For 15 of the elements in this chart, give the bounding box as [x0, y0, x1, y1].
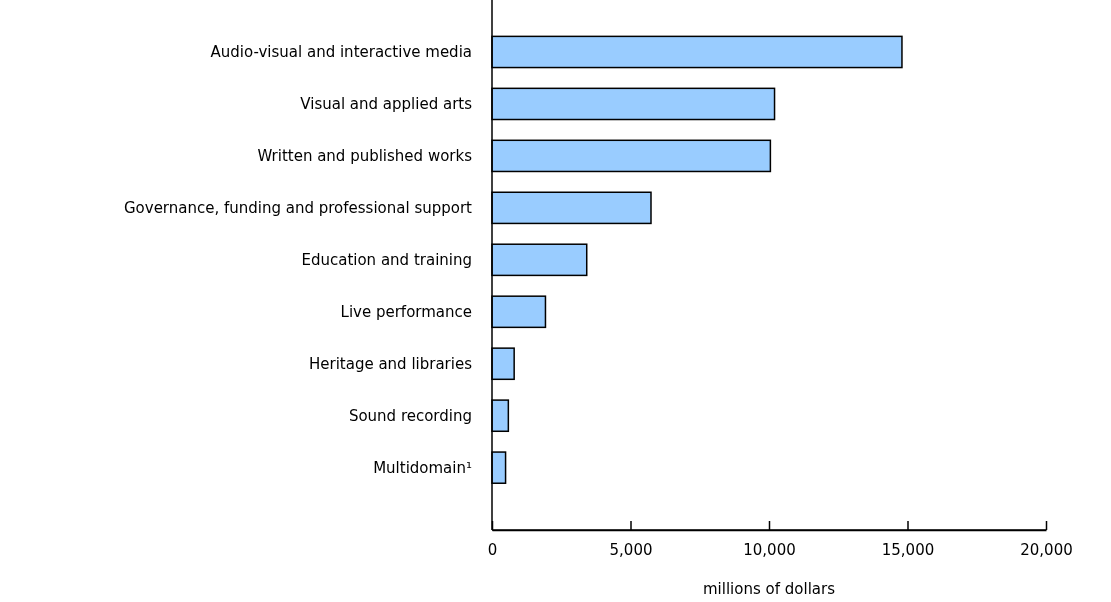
y-tick-label: Sound recording: [348, 406, 472, 425]
y-tick-label: Education and training: [301, 251, 472, 270]
x-tick-label: 20,000: [1020, 540, 1073, 559]
y-tick-label: Heritage and libraries: [308, 354, 473, 373]
x-tick-label: 10,000: [743, 540, 796, 559]
y-tick-label: Audio-visual and interactive media: [210, 43, 472, 62]
y-tick-label: Multidomain¹: [373, 458, 472, 477]
x-tick-label: 15,000: [881, 540, 935, 559]
x-tick-label: 5,000: [609, 540, 653, 559]
y-tick-label: Visual and applied arts: [300, 95, 473, 114]
x-tick-label: 0: [487, 540, 498, 559]
y-tick-label: Written and published works: [257, 147, 473, 166]
y-tick-label: Governance, funding and professional support: [123, 199, 473, 218]
y-tick-label: Live performance: [340, 303, 472, 322]
x-axis-title: millions of dollars: [703, 580, 836, 598]
